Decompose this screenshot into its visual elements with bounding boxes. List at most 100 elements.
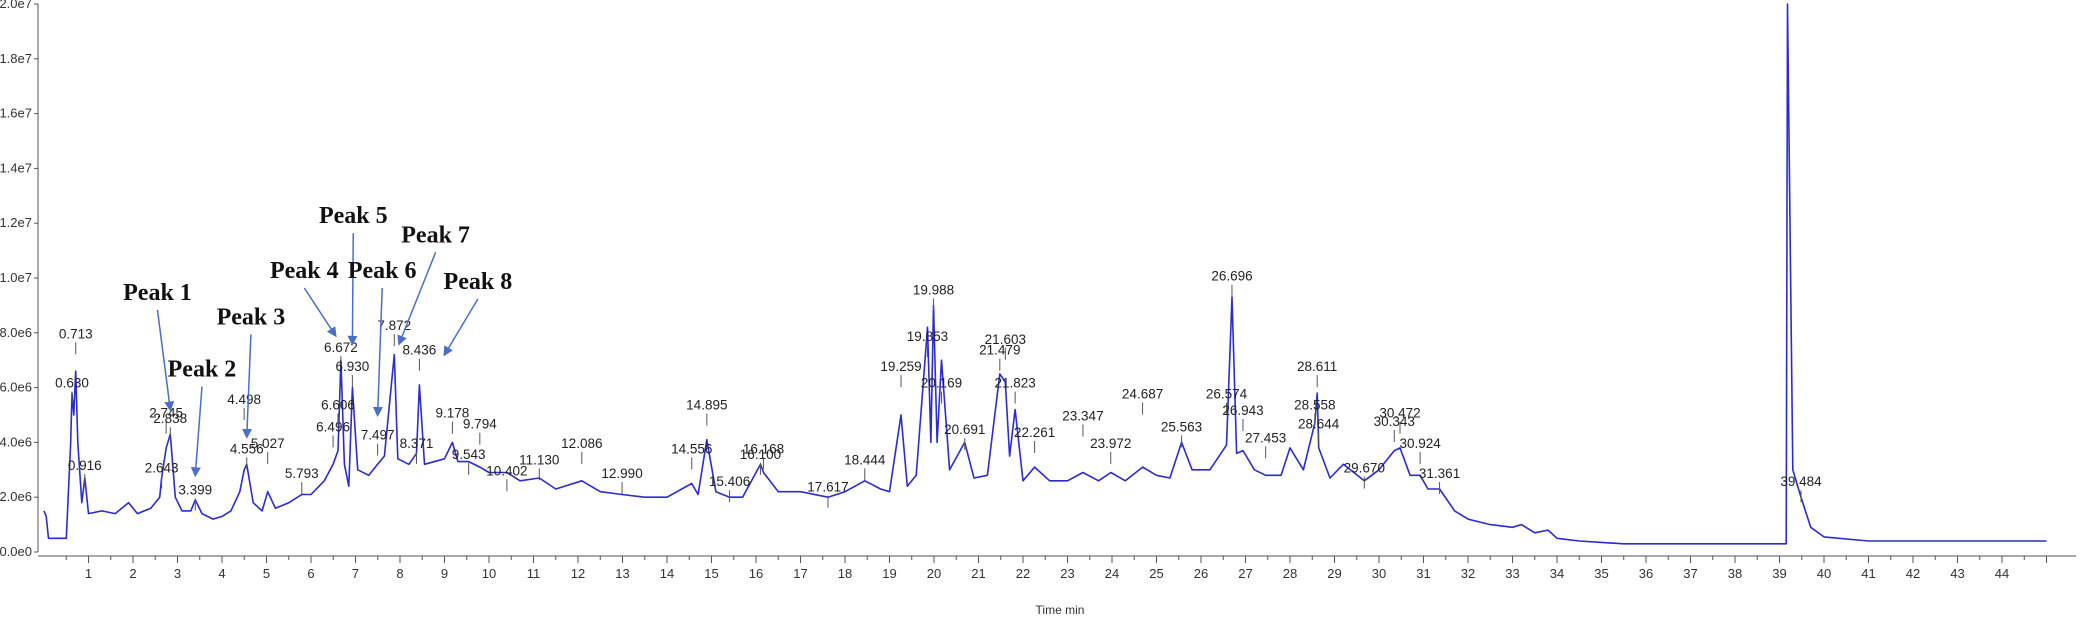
peak-label: 6.606 (321, 398, 355, 413)
x-tick-label: 20 (927, 566, 941, 581)
peak-label: 5.027 (251, 436, 285, 451)
peak-label: 28.558 (1294, 398, 1335, 413)
peak-label: 14.895 (686, 398, 727, 413)
peak-label: 30.343 (1374, 414, 1415, 429)
peak-label: 23.972 (1090, 436, 1131, 451)
plot-area: 0.0e0 2.0e6 4.0e6 6.0e6 8.0e6 1.0e7 1.2e7 1.4e7… (0, 0, 2076, 581)
peak-label: 20.691 (944, 422, 985, 437)
peak-label: 12.990 (601, 466, 642, 481)
x-tick-label: 23 (1060, 566, 1074, 581)
x-tick-label: 15 (704, 566, 718, 581)
peak-label: 17.617 (807, 480, 848, 495)
y-tick-label: 2.0e7 (0, 0, 32, 11)
peak-label: 19.988 (913, 282, 954, 297)
annotation-arrow (242, 334, 253, 439)
x-tick-label: 44 (1995, 566, 2009, 581)
x-tick-label: 39 (1772, 566, 1786, 581)
peak-label: 28.644 (1298, 417, 1340, 432)
x-tick-label: 4 (218, 566, 225, 581)
x-tick-label: 6 (307, 566, 314, 581)
peak-label: 7.872 (377, 318, 411, 333)
y-tick-label: 1.2e7 (0, 215, 32, 230)
annotation-arrow (303, 287, 337, 338)
x-tick-label: 8 (396, 566, 403, 581)
x-tick-label: 24 (1105, 566, 1119, 581)
x-tick-label: 26 (1194, 566, 1208, 581)
peak-annotation-label: Peak 5 (319, 203, 388, 229)
x-tick-label: 31 (1416, 566, 1430, 581)
peak-label: 8.436 (403, 343, 437, 358)
x-tick-label: 43 (1950, 566, 1964, 581)
peak-label: 3.399 (178, 482, 212, 497)
peak-label: 2.838 (153, 411, 187, 426)
x-tick-label: 13 (615, 566, 629, 581)
peak-label: 39.484 (1780, 474, 1822, 489)
peak-annotation-label: Peak 2 (168, 357, 237, 383)
x-tick-label: 34 (1550, 566, 1564, 581)
peak-label: 9.543 (452, 447, 486, 462)
x-tick-label: 11 (527, 566, 541, 581)
y-tick-label: 1.4e7 (0, 160, 32, 175)
peak-label: 4.556 (230, 441, 264, 456)
peak-label: 26.574 (1206, 387, 1248, 402)
peak-label: 29.670 (1344, 461, 1385, 476)
peak-label: 30.924 (1399, 436, 1441, 451)
x-tick-label: 12 (571, 566, 585, 581)
x-tick-label: 30 (1372, 566, 1386, 581)
x-tick-label: 7 (352, 566, 359, 581)
peak-label: 9.794 (463, 417, 497, 432)
peak-label: 18.444 (844, 452, 886, 467)
peak-label: 30.472 (1379, 406, 1420, 421)
peak-label: 19.853 (907, 329, 948, 344)
x-tick-label: 5 (263, 566, 270, 581)
y-tick-label: 1.6e7 (0, 106, 32, 121)
x-tick-label: 18 (838, 566, 852, 581)
x-tick-label: 25 (1149, 566, 1163, 581)
x-tick-label: 40 (1817, 566, 1831, 581)
peak-label: 6.496 (316, 419, 350, 434)
x-axis-label: Time min (1036, 603, 1085, 617)
peak-label: 26.943 (1222, 403, 1263, 418)
annotation-arrow (190, 386, 203, 478)
peak-label: 21.603 (985, 332, 1026, 347)
peak-annotation-label: Peak 6 (348, 258, 417, 284)
peak-annotation-label: Peak 3 (217, 305, 286, 331)
x-tick-label: 33 (1505, 566, 1519, 581)
x-tick-label: 37 (1683, 566, 1697, 581)
x-tick-label: 10 (482, 566, 496, 581)
peak-label: 0.713 (59, 326, 93, 341)
x-tick-label: 19 (882, 566, 896, 581)
peak-label: 16.100 (740, 447, 781, 462)
peak-label: 8.371 (400, 436, 434, 451)
peak-label: 19.259 (880, 359, 921, 374)
x-tick-label: 41 (1861, 566, 1875, 581)
peak-annotation-label: Peak 7 (401, 222, 470, 248)
x-tick-label: 1 (85, 566, 92, 581)
x-tick-label: 29 (1327, 566, 1341, 581)
annotation-arrow (397, 252, 437, 346)
peak-label: 23.347 (1062, 408, 1103, 423)
x-tick-label: 17 (793, 566, 807, 581)
peak-label: 26.696 (1211, 269, 1252, 284)
peak-label: 0.630 (55, 376, 89, 391)
x-tick-label: 27 (1238, 566, 1252, 581)
peak-label: 28.611 (1297, 359, 1337, 374)
y-tick-label: 1.8e7 (0, 51, 32, 66)
peak-label: 27.453 (1245, 430, 1286, 445)
peak-label: 15.406 (709, 474, 750, 489)
annotation-arrow (372, 287, 383, 417)
peak-label: 25.563 (1161, 419, 1202, 434)
peak-label: 14.556 (671, 441, 712, 456)
x-tick-label: 42 (1906, 566, 1920, 581)
annotation-arrow (443, 298, 479, 357)
y-tick-label: 0.0e0 (0, 544, 32, 559)
annotation-arrow (347, 233, 358, 346)
x-tick-label: 2 (129, 566, 136, 581)
peak-label: 20.169 (921, 376, 962, 391)
x-tick-label: 3 (174, 566, 181, 581)
peak-label: 16.168 (743, 441, 784, 456)
x-tick-label: 35 (1594, 566, 1608, 581)
peak-label: 21.479 (979, 343, 1020, 358)
y-tick-label: 2.0e6 (0, 489, 32, 504)
